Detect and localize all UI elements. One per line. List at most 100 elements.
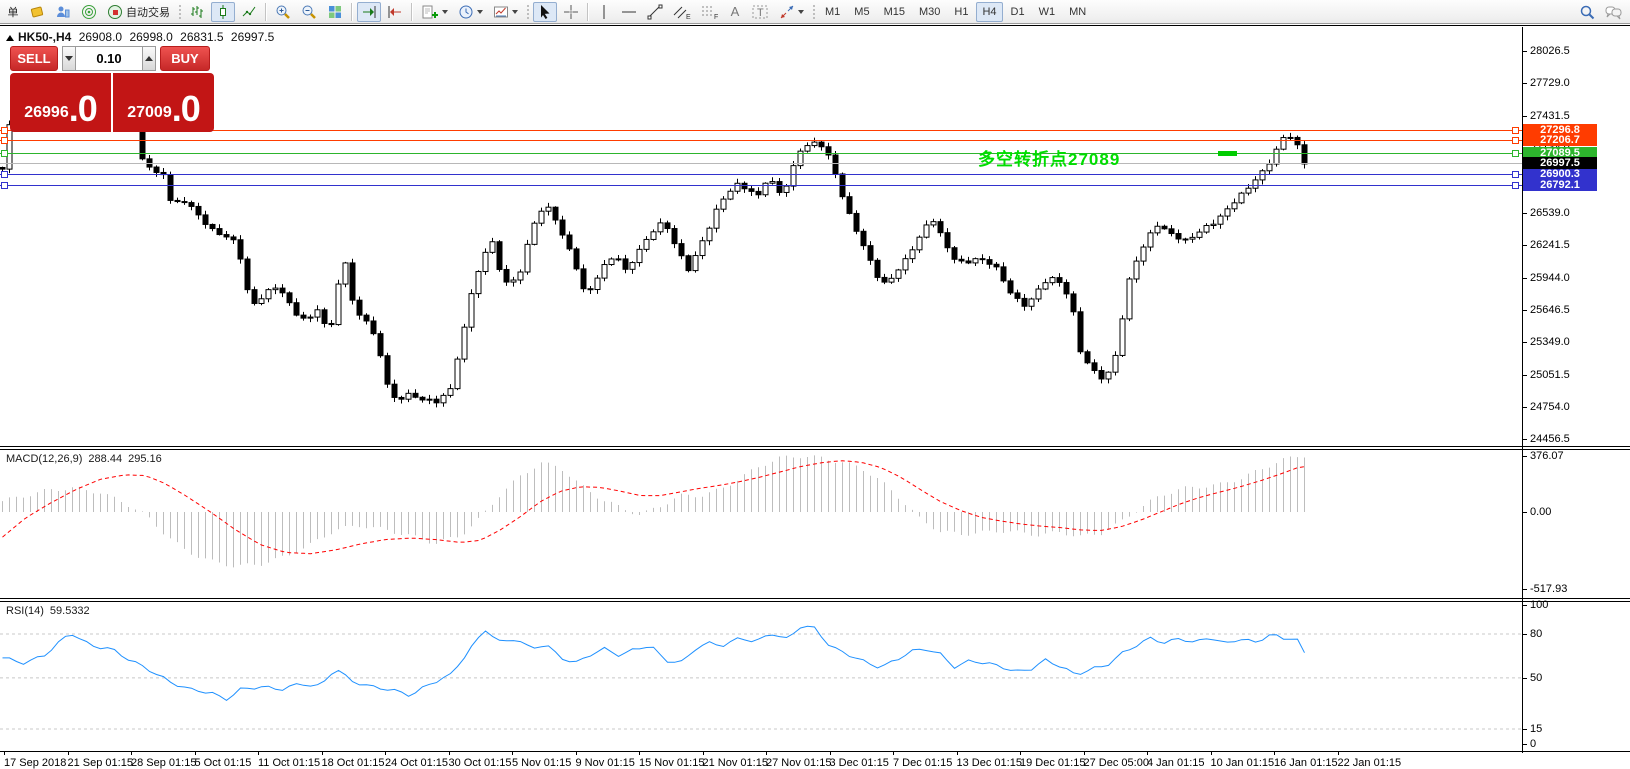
buy-button[interactable]: BUY xyxy=(160,46,210,71)
price-axis-tick xyxy=(1522,342,1527,344)
price-axis-tick-label: 26539.0 xyxy=(1530,206,1570,219)
tile-windows-button[interactable] xyxy=(323,2,347,22)
volume-input[interactable]: 0.10 xyxy=(76,46,142,71)
terminal-icon[interactable] xyxy=(51,2,75,22)
volume-decrease-button[interactable] xyxy=(62,46,76,71)
current-price-label: 26997.5 xyxy=(1523,156,1597,169)
cursor-tool-button[interactable] xyxy=(533,1,557,22)
sell-price-button[interactable]: 26996.0 xyxy=(10,73,113,132)
text-label-tool-button[interactable]: T xyxy=(747,2,773,22)
timeframe-button-m15[interactable]: M15 xyxy=(883,5,905,18)
horizontal-level-line[interactable] xyxy=(0,185,1522,187)
chart-shift-button[interactable] xyxy=(357,1,381,22)
pane-separator[interactable] xyxy=(0,446,1630,447)
toolbar-drag-handle[interactable] xyxy=(811,2,816,21)
zoom-in-button[interactable] xyxy=(271,2,295,22)
rsi-axis-label: 100 xyxy=(1530,598,1549,611)
crosshair-tool-button[interactable] xyxy=(559,2,583,22)
search-icon[interactable] xyxy=(1575,2,1599,22)
rsi-indicator-canvas[interactable] xyxy=(0,602,1522,751)
level-highlight-dash[interactable] xyxy=(1218,150,1237,156)
timeframe-button-m1[interactable]: M1 xyxy=(825,5,841,18)
sell-button[interactable]: SELL xyxy=(10,46,58,71)
shapes-tool-button[interactable] xyxy=(775,2,808,22)
horizontal-level-line[interactable] xyxy=(0,130,1522,132)
line-selection-handle[interactable] xyxy=(1,182,8,190)
price-axis-tick-label: 27729.0 xyxy=(1530,77,1570,90)
line-selection-handle[interactable] xyxy=(1,137,8,145)
vertical-line-tool-button[interactable] xyxy=(593,2,615,22)
line-selection-handle[interactable] xyxy=(1512,127,1519,135)
line-selection-handle[interactable] xyxy=(1,170,8,178)
line-chart-button[interactable] xyxy=(237,2,261,22)
horizontal-level-line[interactable] xyxy=(0,152,1522,154)
timeframe-button-w1[interactable]: W1 xyxy=(1038,5,1056,18)
price-axis-tick-label: 24754.0 xyxy=(1530,401,1570,414)
time-axis-tick xyxy=(1020,752,1021,755)
toolbar-drag-handle[interactable] xyxy=(525,2,530,21)
line-selection-handle[interactable] xyxy=(1512,149,1519,157)
timeframe-button-m30[interactable]: M30 xyxy=(918,5,941,18)
timeframe-button-h4[interactable]: H4 xyxy=(976,1,1003,22)
templates-button[interactable] xyxy=(489,2,522,22)
chat-icon[interactable] xyxy=(1601,2,1627,22)
time-axis-label: 30 Oct 01:15 xyxy=(448,757,512,769)
sounds-icon[interactable] xyxy=(77,2,101,22)
candlestick-chart-button[interactable] xyxy=(211,1,235,22)
new-order-icon[interactable] xyxy=(25,2,49,22)
time-axis[interactable]: 17 Sep 2018 21 Sep 01:15 28 Sep 01:15 5 Oct… xyxy=(0,752,1522,769)
main-chart-canvas[interactable] xyxy=(0,27,1522,446)
price-axis-tick xyxy=(1522,245,1527,247)
price-axis-tick xyxy=(1522,407,1527,409)
periods-dropdown-caret[interactable] xyxy=(477,9,483,14)
time-axis-tick xyxy=(512,752,513,755)
line-selection-handle[interactable] xyxy=(1512,170,1519,178)
timeframe-button-mn[interactable]: MN xyxy=(1069,5,1087,18)
macd-indicator-canvas[interactable] xyxy=(0,450,1522,598)
time-axis-label: 27 Dec 05:00 xyxy=(1083,757,1149,769)
line-selection-handle[interactable] xyxy=(1512,137,1519,145)
indicators-button[interactable] xyxy=(417,2,452,22)
fibonacci-tool-button[interactable]: F xyxy=(697,2,723,22)
line-selection-handle[interactable] xyxy=(1512,182,1519,190)
autotrading-button[interactable]: 自动交易 xyxy=(103,2,174,22)
volume-increase-button[interactable] xyxy=(142,46,156,71)
channel-tool-button[interactable]: E xyxy=(669,2,695,22)
timeframe-button-h1[interactable]: H1 xyxy=(954,5,969,18)
zoom-out-button[interactable] xyxy=(297,2,321,22)
horizontal-line-tool-button[interactable] xyxy=(617,2,641,22)
periods-button[interactable] xyxy=(454,2,487,22)
templates-dropdown-caret[interactable] xyxy=(512,9,518,14)
price-axis-border xyxy=(1522,27,1523,753)
text-tool-button[interactable]: A xyxy=(730,4,740,19)
price-axis-tick-label: 24456.5 xyxy=(1530,433,1570,446)
new-order-button[interactable]: 单 xyxy=(7,6,19,19)
buy-price-button[interactable]: 27009.0 xyxy=(113,73,214,132)
pane-separator[interactable] xyxy=(0,601,1630,602)
line-selection-handle[interactable] xyxy=(1,127,8,135)
macd-name: MACD(12,26,9) xyxy=(6,453,83,465)
shapes-dropdown-caret[interactable] xyxy=(798,9,804,14)
rsi-axis-tick xyxy=(1522,677,1527,679)
indicators-dropdown-caret[interactable] xyxy=(442,9,448,14)
time-axis-label: 9 Nov 01:15 xyxy=(575,757,635,769)
chart-text-annotation[interactable]: 多空转折点27089 xyxy=(978,150,1121,170)
pane-separator[interactable] xyxy=(0,598,1630,599)
pane-separator[interactable] xyxy=(0,449,1630,450)
horizontal-level-line[interactable] xyxy=(0,140,1522,142)
level-price-label: 26792.1 xyxy=(1523,179,1597,192)
toolbar-drag-handle[interactable] xyxy=(177,2,182,21)
bar-chart-button[interactable] xyxy=(185,2,209,22)
timeframe-button-m5[interactable]: M5 xyxy=(854,5,870,18)
buy-price: 27009 xyxy=(127,104,172,121)
horizontal-level-line[interactable] xyxy=(0,173,1522,175)
auto-scroll-button[interactable] xyxy=(383,2,407,22)
price-axis-tick xyxy=(1522,115,1527,117)
timeframe-button-d1[interactable]: D1 xyxy=(1010,5,1025,18)
expand-panel-icon[interactable] xyxy=(6,35,14,41)
trendline-tool-button[interactable] xyxy=(643,2,667,22)
line-selection-handle[interactable] xyxy=(1,149,8,157)
rsi-value: 59.5332 xyxy=(49,605,90,617)
one-click-trading-panel: SELL 0.10 BUY 26996.0 27009.0 xyxy=(10,46,214,132)
